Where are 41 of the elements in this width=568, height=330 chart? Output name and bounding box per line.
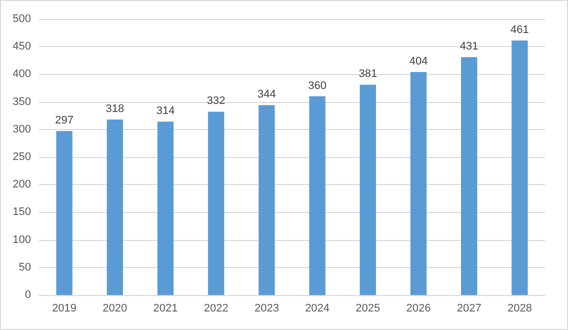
- bar: [258, 105, 275, 295]
- y-tick-label: 500: [12, 13, 31, 25]
- x-tick-label: 2020: [102, 302, 128, 314]
- data-label: 344: [258, 88, 276, 101]
- x-tick-label: 2024: [305, 302, 330, 314]
- bar: [410, 72, 427, 295]
- x-tick-label: 2025: [356, 302, 380, 314]
- y-tick-label: 150: [12, 206, 31, 218]
- data-label: 360: [308, 80, 326, 92]
- bar: [360, 84, 376, 295]
- y-tick-label: 200: [12, 178, 31, 191]
- y-tick-label: 300: [12, 123, 31, 136]
- x-tick-label: 2026: [406, 302, 431, 314]
- y-tick-label: 100: [12, 234, 31, 246]
- x-tick-label: 2022: [204, 302, 228, 314]
- bar: [309, 96, 326, 295]
- y-tick-label: 450: [12, 40, 31, 53]
- bar: [56, 131, 72, 295]
- data-label: 314: [156, 105, 175, 118]
- y-tick-label: 400: [12, 68, 31, 80]
- data-label: 381: [358, 68, 378, 80]
- x-tick-label: 2021: [153, 302, 178, 314]
- data-label: 318: [106, 102, 124, 115]
- x-tick-label: 2027: [456, 302, 482, 314]
- data-label: 461: [510, 24, 529, 36]
- bar: [461, 57, 478, 295]
- bar: [512, 40, 528, 295]
- y-tick-label: 350: [12, 96, 31, 108]
- x-tick-label: 2028: [507, 302, 532, 314]
- data-label: 431: [460, 40, 478, 53]
- data-label: 332: [206, 95, 226, 108]
- bar: [208, 112, 224, 295]
- y-tick-label: 250: [12, 151, 31, 163]
- bar: [106, 119, 123, 295]
- data-label: 404: [409, 55, 428, 68]
- data-label: 297: [55, 114, 74, 127]
- x-tick-label: 2019: [52, 302, 77, 314]
- x-tick-label: 2023: [254, 302, 279, 314]
- bar: [157, 122, 174, 295]
- y-tick-label: 0: [24, 289, 31, 301]
- y-tick-label: 50: [18, 261, 31, 274]
